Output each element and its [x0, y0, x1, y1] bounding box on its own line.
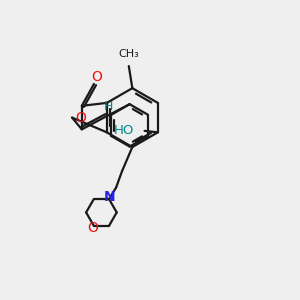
Text: H: H — [103, 100, 112, 113]
Text: O: O — [91, 70, 102, 85]
Text: O: O — [87, 221, 98, 235]
Text: CH₃: CH₃ — [118, 49, 139, 59]
Text: O: O — [75, 111, 86, 124]
Text: N: N — [104, 190, 116, 204]
Text: HO: HO — [114, 124, 134, 137]
